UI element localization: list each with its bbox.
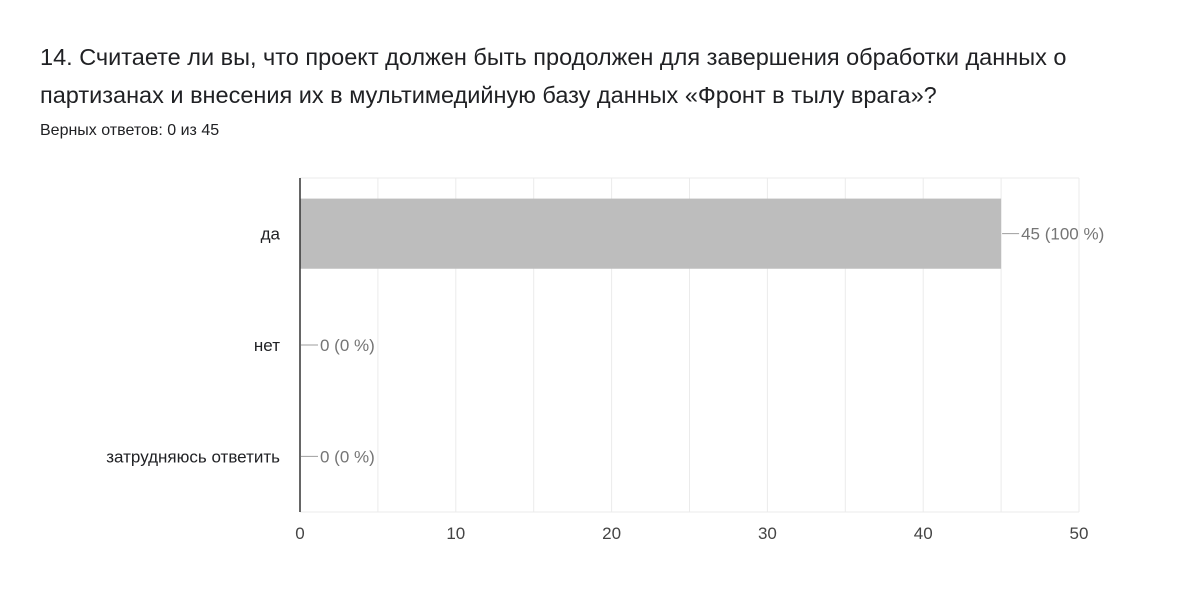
x-tick-label: 40 xyxy=(914,524,933,543)
question-title: 14. Считаете ли вы, что проект должен бы… xyxy=(40,44,1067,108)
x-tick-label: 10 xyxy=(446,524,465,543)
x-tick-label: 20 xyxy=(602,524,621,543)
data-label: 45 (100 %) xyxy=(1021,225,1104,244)
bars xyxy=(300,198,1002,269)
data-label: 0 (0 %) xyxy=(320,447,375,466)
bar-1 xyxy=(300,198,1002,269)
x-tick-label: 0 xyxy=(295,524,304,543)
x-tick-label: 30 xyxy=(758,524,777,543)
category-label: нет xyxy=(254,336,280,355)
labels: да 45 (100 %) нет 0 (0 %) затрудняюсь ответи… xyxy=(106,225,1104,543)
data-label: 0 (0 %) xyxy=(320,336,375,355)
category-label: да xyxy=(261,225,281,244)
x-tick-label: 50 xyxy=(1070,524,1089,543)
score-text: Верных ответов: 0 из 45 xyxy=(40,122,220,139)
category-label: затрудняюсь ответить xyxy=(106,447,280,466)
